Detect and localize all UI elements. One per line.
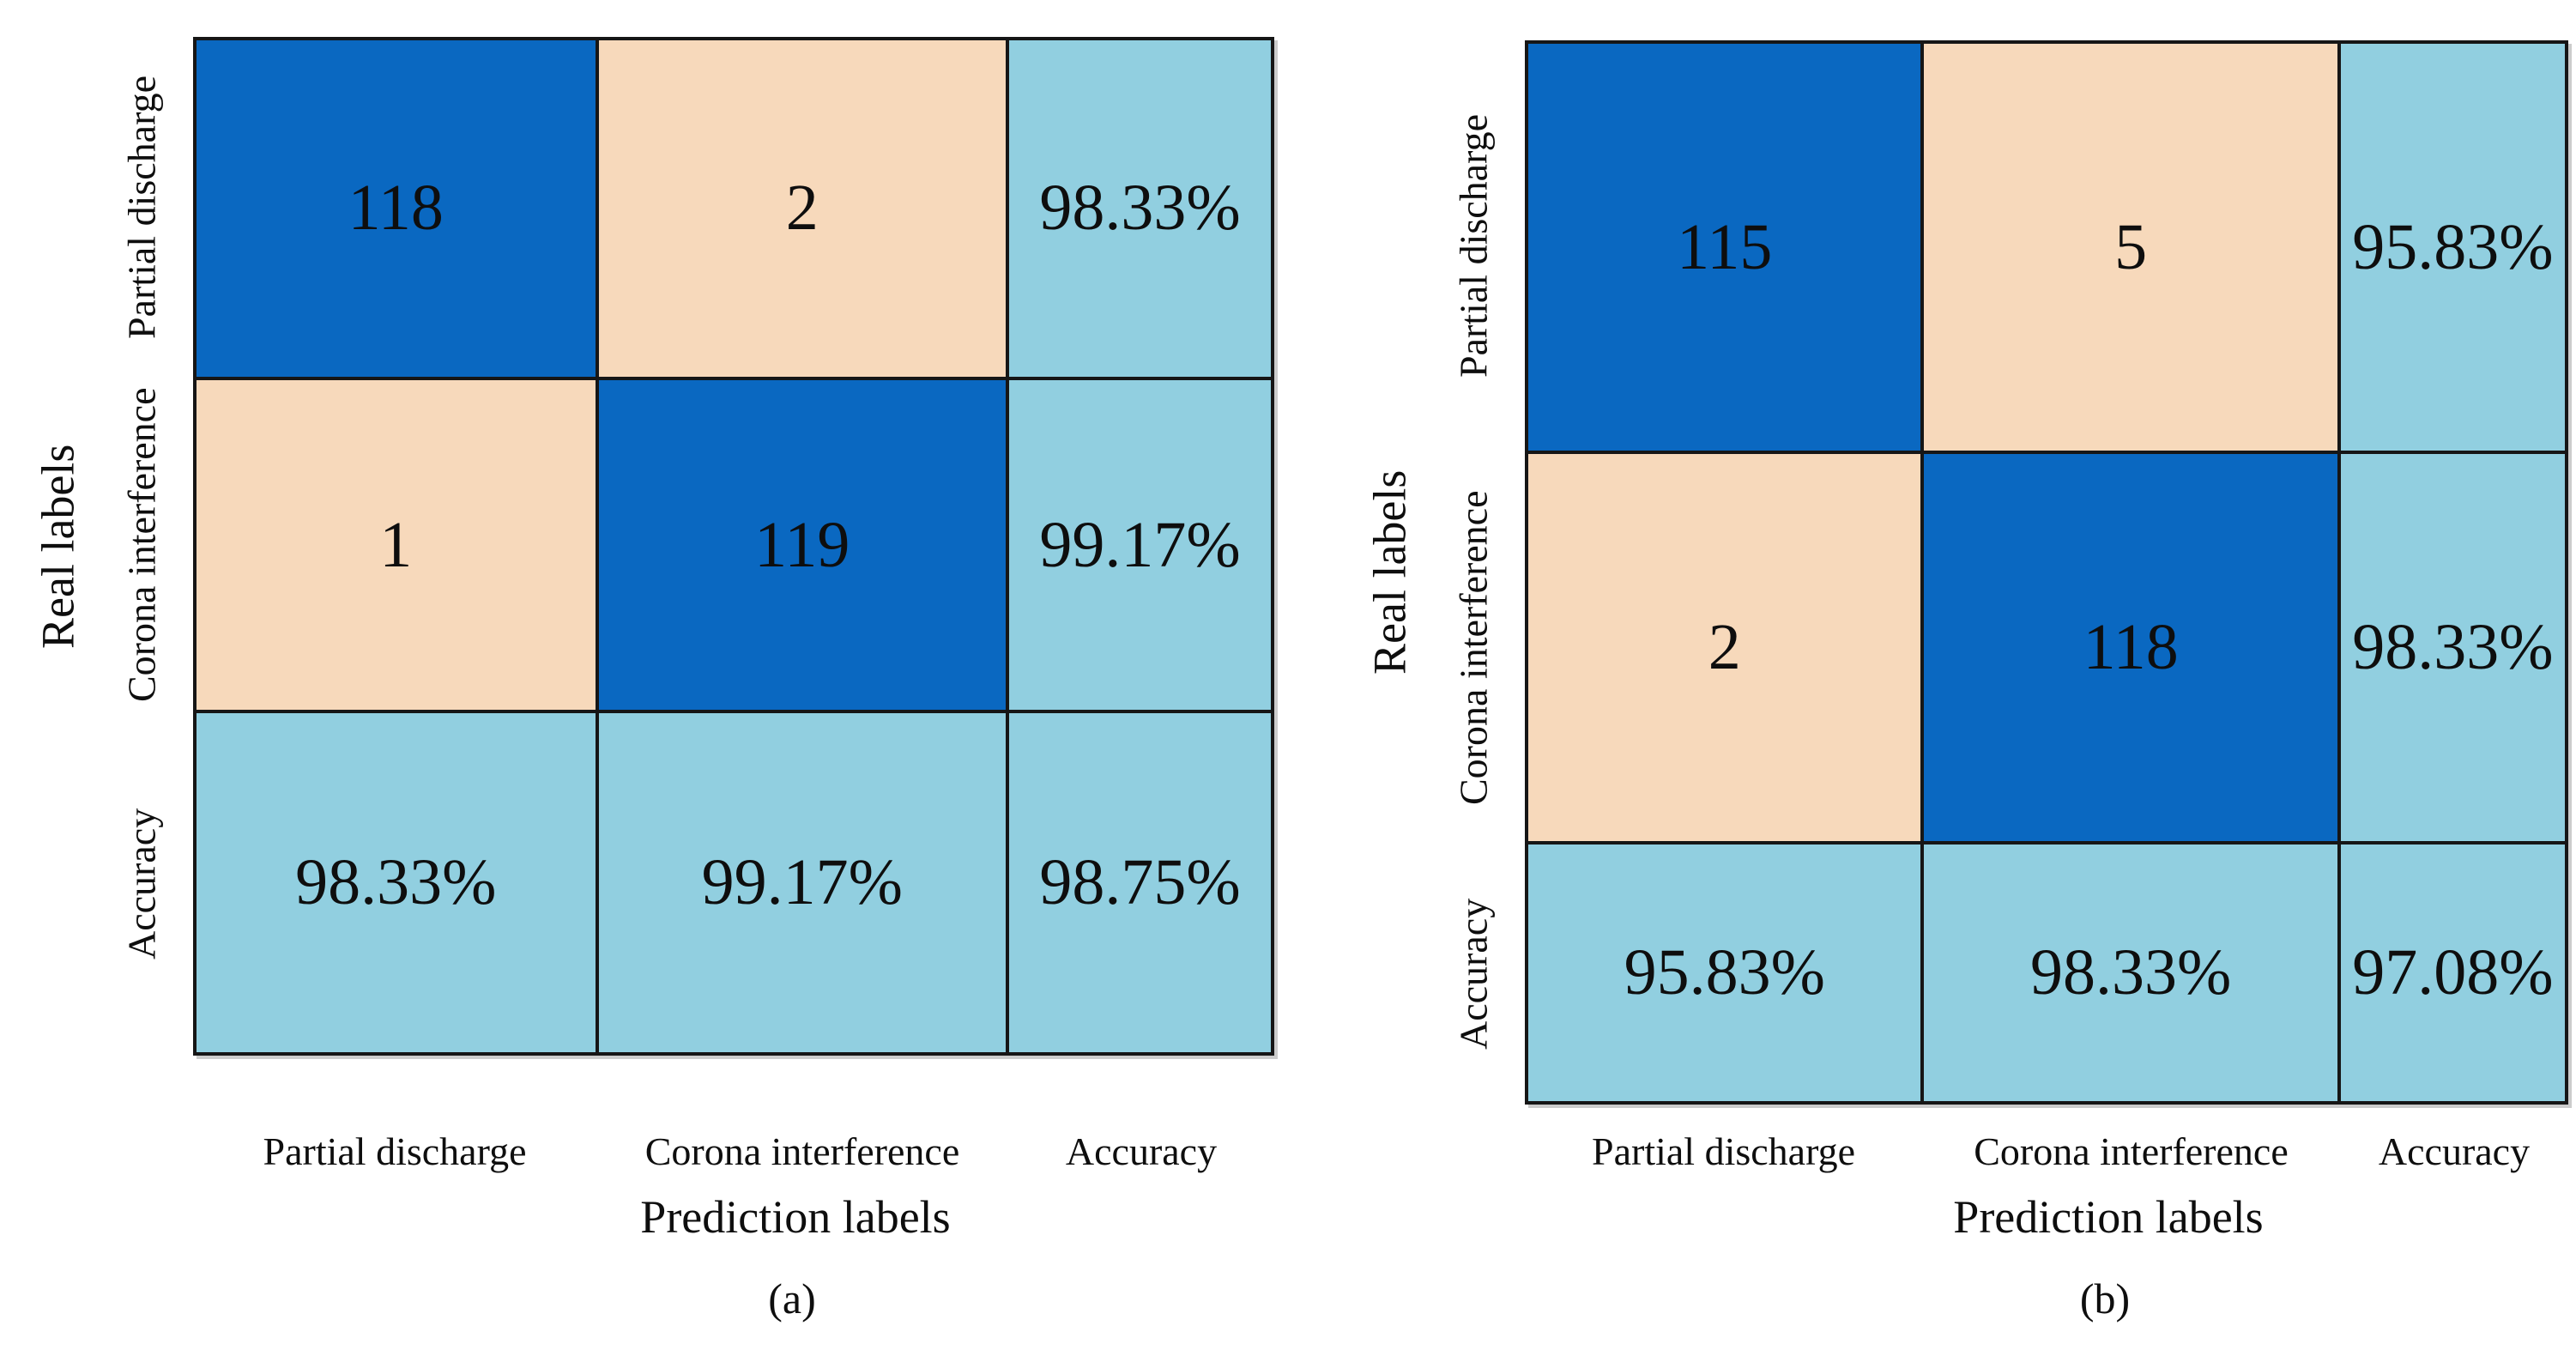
- matrix-cell-a-r2c1: 1: [195, 378, 597, 712]
- matrix-cell-b-r1c1: 115: [1527, 42, 1923, 453]
- row-label-accuracy: Accuracy: [119, 808, 164, 960]
- matrix-cell-b-r1c2: 5: [1922, 42, 2339, 453]
- matrix-cell-a-r2c3: 99.17%: [1007, 378, 1273, 712]
- matrix-cell-a-r2c2: 119: [596, 378, 1007, 712]
- row-label-corona-interference: Corona interference: [119, 387, 164, 703]
- panel-caption-a: (a): [768, 1274, 816, 1323]
- matrix-cell-a-r3c2: 99.17%: [596, 711, 1007, 1054]
- matrix-cell-a-r1c2: 2: [596, 39, 1007, 378]
- col-label-accuracy: Accuracy: [1065, 1129, 1218, 1173]
- matrix-cell-b-r2c2: 118: [1922, 452, 2339, 843]
- panel-caption-b: (b): [2079, 1274, 2131, 1323]
- col-label-partial-discharge: Partial discharge: [263, 1129, 527, 1173]
- row-label-corona-interference: Corona interference: [1451, 490, 1496, 806]
- row-label-partial-discharge: Partial discharge: [119, 76, 164, 339]
- col-label-partial-discharge: Partial discharge: [1592, 1129, 1855, 1173]
- y-axis-title: Real labels: [1364, 469, 1416, 675]
- confusion-matrix-panel-a: Real labels Partial discharge Corona int…: [26, 37, 1274, 1339]
- row-label-partial-discharge: Partial discharge: [1451, 114, 1496, 378]
- y-axis-title: Real labels: [32, 444, 84, 649]
- col-label-accuracy: Accuracy: [2378, 1129, 2531, 1173]
- x-axis-title: Prediction labels: [1953, 1190, 2264, 1243]
- matrix-cell-a-r3c1: 98.33%: [195, 711, 597, 1054]
- matrix-cell-b-r2c1: 2: [1527, 452, 1923, 843]
- row-label-accuracy: Accuracy: [1451, 898, 1496, 1050]
- col-label-corona-interference: Corona interference: [1974, 1129, 2289, 1173]
- matrix-cell-a-r1c3: 98.33%: [1007, 39, 1273, 378]
- matrix-cell-b-r2c3: 98.33%: [2338, 452, 2567, 843]
- matrix-cell-b-r3c2: 98.33%: [1922, 842, 2339, 1103]
- matrix-cell-a-r1c1: 118: [195, 39, 597, 378]
- col-label-corona-interference: Corona interference: [644, 1129, 960, 1173]
- matrix-cell-a-r3c3: 98.75%: [1007, 711, 1273, 1054]
- matrix-cell-b-r3c3: 97.08%: [2338, 842, 2567, 1103]
- x-axis-title: Prediction labels: [640, 1190, 951, 1243]
- confusion-matrix-grid-b: 115 5 95.83% 2 118 98.33% 95.83% 98.33% …: [1525, 40, 2568, 1105]
- confusion-matrix-grid-a: 118 2 98.33% 1 119 99.17% 98.33% 99.17% …: [193, 37, 1274, 1056]
- matrix-cell-b-r1c3: 95.83%: [2338, 42, 2567, 453]
- matrix-cell-b-r3c1: 95.83%: [1527, 842, 1923, 1103]
- confusion-matrix-panel-b: Real labels Partial discharge Corona int…: [1358, 40, 2568, 1339]
